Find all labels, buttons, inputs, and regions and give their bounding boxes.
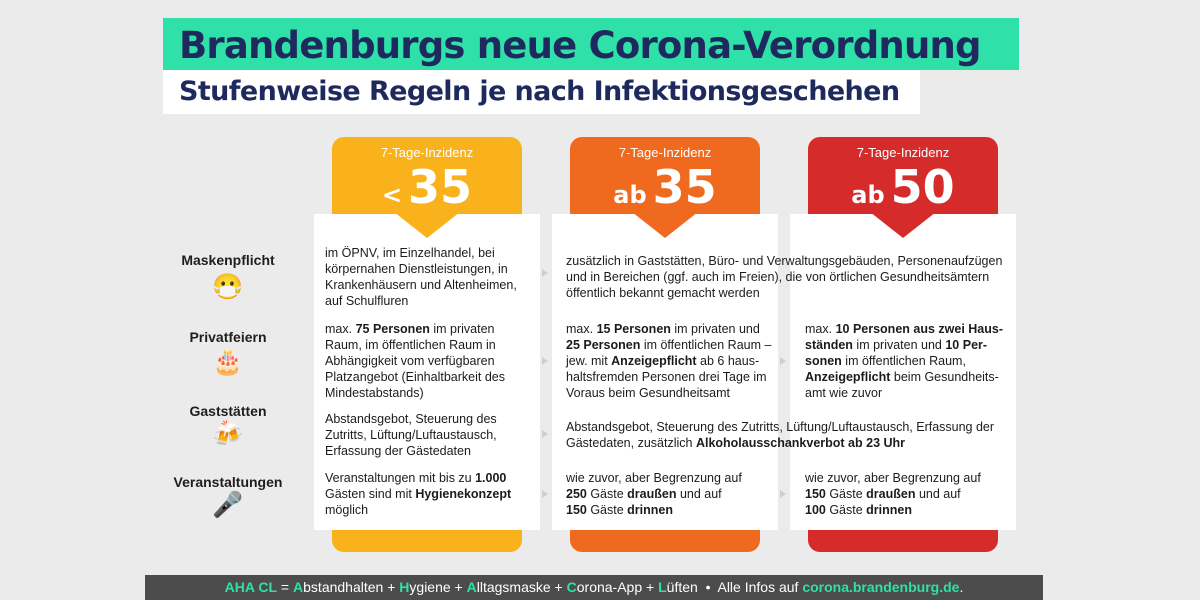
rule-label-gaststaetten: Gaststätten bbox=[189, 403, 267, 419]
microphone-icon: 🎤 bbox=[212, 491, 244, 519]
mask-face-icon: 😷 bbox=[212, 273, 244, 301]
cake-icon: 🎂 bbox=[212, 348, 244, 376]
pointer-from-35 bbox=[632, 212, 698, 238]
level-header-from-50: 7-Tage-Inzidenz ab 50 bbox=[808, 137, 998, 217]
rule-label-maskenpflicht: Maskenpflicht bbox=[181, 252, 275, 268]
arrow-right-icon bbox=[780, 490, 786, 498]
event-rule-from-35: wie zuvor, aber Begrenzung auf 250 Gäste… bbox=[566, 471, 742, 517]
arrow-right-icon bbox=[542, 490, 548, 498]
level-value: 35 bbox=[408, 160, 473, 214]
rule-label-privatfeiern: Privatfeiern bbox=[189, 329, 267, 345]
rules-panel-from-35 bbox=[552, 214, 778, 530]
title-banner: Brandenburgs neue Corona-Verordnung bbox=[163, 18, 1019, 70]
level-label: 7-Tage-Inzidenz bbox=[380, 145, 474, 160]
party-rule-from-35: max. 15 Personen im privaten und 25 Pers… bbox=[566, 322, 772, 400]
beer-mugs-icon: 🍻 bbox=[212, 420, 244, 448]
level-label: 7-Tage-Inzidenz bbox=[856, 145, 950, 160]
page-title: Brandenburgs neue Corona-Verordnung bbox=[179, 24, 982, 67]
footer-bar: AHA CL = Abstandhalten + Hygiene + Allta… bbox=[145, 575, 1043, 600]
info-link[interactable]: corona.brandenburg.de bbox=[802, 579, 960, 595]
rules-panel-under-35 bbox=[314, 214, 540, 530]
mask-rule-from-35: zusätzlich in Gaststätten, Büro- und Ver… bbox=[566, 254, 1003, 300]
level-header-under-35: 7-Tage-Inzidenz <35 bbox=[332, 137, 522, 217]
arrow-right-icon bbox=[542, 357, 548, 365]
pointer-under-35 bbox=[394, 212, 460, 238]
gast-rule-from-35: Abstandsgebot, Steuerung des Zutritts, L… bbox=[566, 420, 995, 450]
arrow-right-icon bbox=[542, 269, 548, 277]
pointer-from-50 bbox=[870, 212, 936, 238]
level-prefix: ab bbox=[613, 181, 647, 209]
subtitle-banner: Stufenweise Regeln je nach Infektionsges… bbox=[163, 70, 920, 114]
level-header-from-35: 7-Tage-Inzidenz ab 35 bbox=[570, 137, 760, 217]
party-rule-from-50: max. 10 Personen aus zwei Haus- ständen … bbox=[805, 322, 1003, 400]
arrow-right-icon bbox=[542, 430, 548, 438]
level-value: 50 bbox=[890, 160, 955, 214]
aha-cl-label: AHA CL bbox=[224, 579, 278, 595]
mask-rule-under-35: im ÖPNV, im Einzelhandel, bei körpernahe… bbox=[325, 246, 517, 308]
page-subtitle: Stufenweise Regeln je nach Infektionsges… bbox=[179, 76, 900, 107]
rule-label-veranstaltungen: Veranstaltungen bbox=[173, 474, 283, 490]
level-prefix: ab bbox=[851, 181, 885, 209]
level-prefix: < bbox=[381, 181, 403, 209]
level-value: 35 bbox=[652, 160, 717, 214]
event-rule-from-50: wie zuvor, aber Begrenzung auf 150 Gäste… bbox=[805, 471, 981, 517]
rules-panel-from-50 bbox=[790, 214, 1016, 530]
arrow-right-icon bbox=[780, 357, 786, 365]
party-rule-under-35: max. 75 Personen im privaten Raum, im öf… bbox=[325, 322, 505, 400]
event-rule-under-35: Veranstaltungen mit bis zu 1.000 Gästen … bbox=[325, 471, 512, 517]
level-label: 7-Tage-Inzidenz bbox=[618, 145, 712, 160]
gast-rule-under-35: Abstandsgebot, Steuerung des Zutritts, L… bbox=[325, 412, 497, 458]
